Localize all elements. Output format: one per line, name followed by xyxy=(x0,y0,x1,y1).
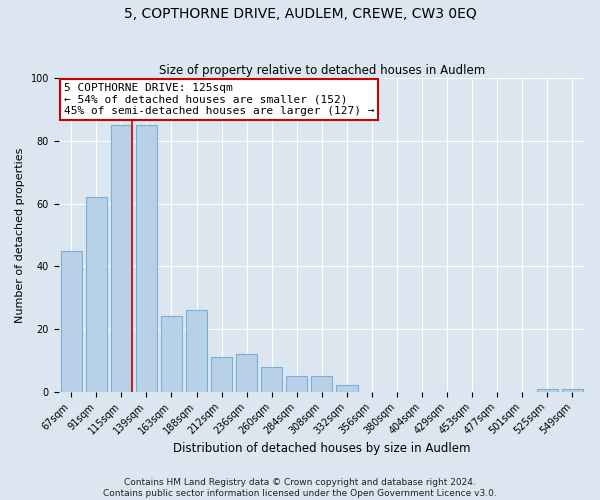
Bar xyxy=(261,366,283,392)
Bar xyxy=(161,316,182,392)
Bar xyxy=(136,125,157,392)
Bar xyxy=(61,250,82,392)
Text: Contains HM Land Registry data © Crown copyright and database right 2024.
Contai: Contains HM Land Registry data © Crown c… xyxy=(103,478,497,498)
Text: 5, COPTHORNE DRIVE, AUDLEM, CREWE, CW3 0EQ: 5, COPTHORNE DRIVE, AUDLEM, CREWE, CW3 0… xyxy=(124,8,476,22)
Bar xyxy=(311,376,332,392)
Bar xyxy=(236,354,257,392)
Bar xyxy=(286,376,307,392)
Y-axis label: Number of detached properties: Number of detached properties xyxy=(15,148,25,322)
Bar xyxy=(336,386,358,392)
Text: 5 COPTHORNE DRIVE: 125sqm
← 54% of detached houses are smaller (152)
45% of semi: 5 COPTHORNE DRIVE: 125sqm ← 54% of detac… xyxy=(64,83,374,116)
Bar xyxy=(562,388,583,392)
X-axis label: Distribution of detached houses by size in Audlem: Distribution of detached houses by size … xyxy=(173,442,470,455)
Bar xyxy=(537,388,558,392)
Bar xyxy=(86,198,107,392)
Bar xyxy=(110,125,132,392)
Bar xyxy=(211,357,232,392)
Title: Size of property relative to detached houses in Audlem: Size of property relative to detached ho… xyxy=(159,64,485,77)
Bar xyxy=(186,310,207,392)
